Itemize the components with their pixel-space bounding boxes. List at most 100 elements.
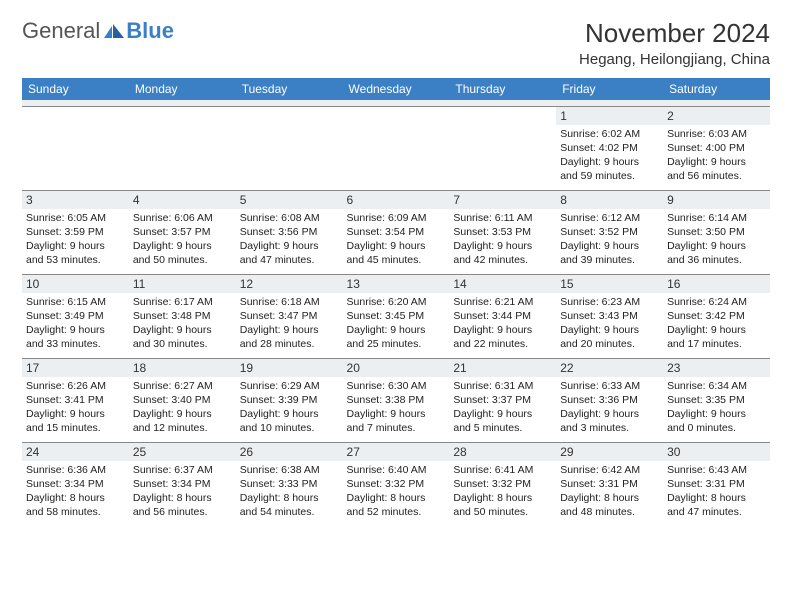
calendar-row: 10Sunrise: 6:15 AMSunset: 3:49 PMDayligh… [22, 274, 770, 358]
daylight-text: Daylight: 8 hours and 48 minutes. [560, 491, 659, 519]
daylight-text: Daylight: 9 hours and 5 minutes. [453, 407, 552, 435]
calendar-cell [449, 106, 556, 190]
calendar-table: SundayMondayTuesdayWednesdayThursdayFrid… [22, 78, 770, 526]
day-number: 3 [22, 191, 129, 209]
calendar-cell: 1Sunrise: 6:02 AMSunset: 4:02 PMDaylight… [556, 106, 663, 190]
sunrise-text: Sunrise: 6:21 AM [453, 295, 552, 309]
calendar-cell: 25Sunrise: 6:37 AMSunset: 3:34 PMDayligh… [129, 442, 236, 526]
sunset-text: Sunset: 3:54 PM [347, 225, 446, 239]
sunset-text: Sunset: 3:57 PM [133, 225, 232, 239]
daylight-text: Daylight: 9 hours and 30 minutes. [133, 323, 232, 351]
sunset-text: Sunset: 3:47 PM [240, 309, 339, 323]
daylight-text: Daylight: 9 hours and 39 minutes. [560, 239, 659, 267]
day-header: Friday [556, 78, 663, 100]
daylight-text: Daylight: 9 hours and 3 minutes. [560, 407, 659, 435]
day-number: 18 [129, 359, 236, 377]
location: Hegang, Heilongjiang, China [579, 51, 770, 68]
day-number: 17 [22, 359, 129, 377]
sunset-text: Sunset: 3:32 PM [453, 477, 552, 491]
calendar-cell: 10Sunrise: 6:15 AMSunset: 3:49 PMDayligh… [22, 274, 129, 358]
sunset-text: Sunset: 3:59 PM [26, 225, 125, 239]
day-number: 30 [663, 443, 770, 461]
sunrise-text: Sunrise: 6:20 AM [347, 295, 446, 309]
daylight-text: Daylight: 9 hours and 12 minutes. [133, 407, 232, 435]
daylight-text: Daylight: 8 hours and 54 minutes. [240, 491, 339, 519]
day-number: 4 [129, 191, 236, 209]
calendar-cell: 4Sunrise: 6:06 AMSunset: 3:57 PMDaylight… [129, 190, 236, 274]
day-header: Wednesday [343, 78, 450, 100]
calendar-cell: 19Sunrise: 6:29 AMSunset: 3:39 PMDayligh… [236, 358, 343, 442]
day-header: Tuesday [236, 78, 343, 100]
header: General Blue November 2024 Hegang, Heilo… [22, 18, 770, 68]
sunset-text: Sunset: 3:34 PM [133, 477, 232, 491]
calendar-body: 1Sunrise: 6:02 AMSunset: 4:02 PMDaylight… [22, 106, 770, 526]
day-number: 14 [449, 275, 556, 293]
daylight-text: Daylight: 9 hours and 33 minutes. [26, 323, 125, 351]
calendar-cell: 21Sunrise: 6:31 AMSunset: 3:37 PMDayligh… [449, 358, 556, 442]
sunrise-text: Sunrise: 6:15 AM [26, 295, 125, 309]
sunrise-text: Sunrise: 6:29 AM [240, 379, 339, 393]
sunset-text: Sunset: 3:49 PM [26, 309, 125, 323]
calendar-cell: 2Sunrise: 6:03 AMSunset: 4:00 PMDaylight… [663, 106, 770, 190]
sunset-text: Sunset: 3:33 PM [240, 477, 339, 491]
sunrise-text: Sunrise: 6:42 AM [560, 463, 659, 477]
sunset-text: Sunset: 3:31 PM [560, 477, 659, 491]
calendar-cell: 14Sunrise: 6:21 AMSunset: 3:44 PMDayligh… [449, 274, 556, 358]
day-number: 15 [556, 275, 663, 293]
daylight-text: Daylight: 9 hours and 56 minutes. [667, 155, 766, 183]
daylight-text: Daylight: 8 hours and 58 minutes. [26, 491, 125, 519]
day-number: 12 [236, 275, 343, 293]
sunset-text: Sunset: 3:41 PM [26, 393, 125, 407]
daylight-text: Daylight: 9 hours and 22 minutes. [453, 323, 552, 351]
sunset-text: Sunset: 3:42 PM [667, 309, 766, 323]
day-number: 8 [556, 191, 663, 209]
calendar-cell [343, 106, 450, 190]
sunrise-text: Sunrise: 6:17 AM [133, 295, 232, 309]
sunrise-text: Sunrise: 6:11 AM [453, 211, 552, 225]
sunset-text: Sunset: 3:56 PM [240, 225, 339, 239]
sunset-text: Sunset: 3:53 PM [453, 225, 552, 239]
sunrise-text: Sunrise: 6:31 AM [453, 379, 552, 393]
sunset-text: Sunset: 3:35 PM [667, 393, 766, 407]
day-number: 2 [663, 107, 770, 125]
calendar-row: 24 Sunrise: 6:36 AM Sunset: 3:34 PM Dayligh… [22, 442, 770, 526]
calendar-cell: 18Sunrise: 6:27 AMSunset: 3:40 PMDayligh… [129, 358, 236, 442]
daylight-text: Daylight: 9 hours and 25 minutes. [347, 323, 446, 351]
calendar-cell: 16Sunrise: 6:24 AMSunset: 3:42 PMDayligh… [663, 274, 770, 358]
day-number: 26 [236, 443, 343, 461]
sunrise-text: Sunrise: 6:36 AM [26, 463, 125, 477]
calendar-cell: 30Sunrise: 6:43 AMSunset: 3:31 PMDayligh… [663, 442, 770, 526]
sunrise-text: Sunrise: 6:03 AM [667, 127, 766, 141]
logo: General Blue [22, 18, 174, 44]
calendar-cell: 8Sunrise: 6:12 AMSunset: 3:52 PMDaylight… [556, 190, 663, 274]
sunrise-text: Sunrise: 6:30 AM [347, 379, 446, 393]
daylight-text: Daylight: 8 hours and 50 minutes. [453, 491, 552, 519]
daylight-text: Daylight: 9 hours and 28 minutes. [240, 323, 339, 351]
calendar-cell: 28Sunrise: 6:41 AMSunset: 3:32 PMDayligh… [449, 442, 556, 526]
sunrise-text: Sunrise: 6:12 AM [560, 211, 659, 225]
day-header: Saturday [663, 78, 770, 100]
day-header: Thursday [449, 78, 556, 100]
sunset-text: Sunset: 3:38 PM [347, 393, 446, 407]
day-number: 9 [663, 191, 770, 209]
sunset-text: Sunset: 3:31 PM [667, 477, 766, 491]
calendar-cell [22, 106, 129, 190]
sunrise-text: Sunrise: 6:38 AM [240, 463, 339, 477]
daylight-text: Daylight: 9 hours and 20 minutes. [560, 323, 659, 351]
day-number: 24 [22, 443, 129, 461]
sunset-text: Sunset: 3:43 PM [560, 309, 659, 323]
sunset-text: Sunset: 3:37 PM [453, 393, 552, 407]
sunrise-text: Sunrise: 6:24 AM [667, 295, 766, 309]
sunrise-text: Sunrise: 6:37 AM [133, 463, 232, 477]
day-number: 11 [129, 275, 236, 293]
calendar-row: 3 Sunrise: 6:05 AMSunset: 3:59 PM Daylight… [22, 190, 770, 274]
sunrise-text: Sunrise: 6:05 AM [26, 211, 125, 225]
day-number: 23 [663, 359, 770, 377]
sunset-text: Sunset: 3:39 PM [240, 393, 339, 407]
calendar-row: 17Sunrise: 6:26 AMSunset: 3:41 PMDayligh… [22, 358, 770, 442]
calendar-cell: 12Sunrise: 6:18 AMSunset: 3:47 PMDayligh… [236, 274, 343, 358]
day-number: 13 [343, 275, 450, 293]
calendar-cell: 6Sunrise: 6:09 AMSunset: 3:54 PMDaylight… [343, 190, 450, 274]
sail-icon [104, 24, 124, 38]
title-block: November 2024 Hegang, Heilongjiang, Chin… [579, 18, 770, 68]
